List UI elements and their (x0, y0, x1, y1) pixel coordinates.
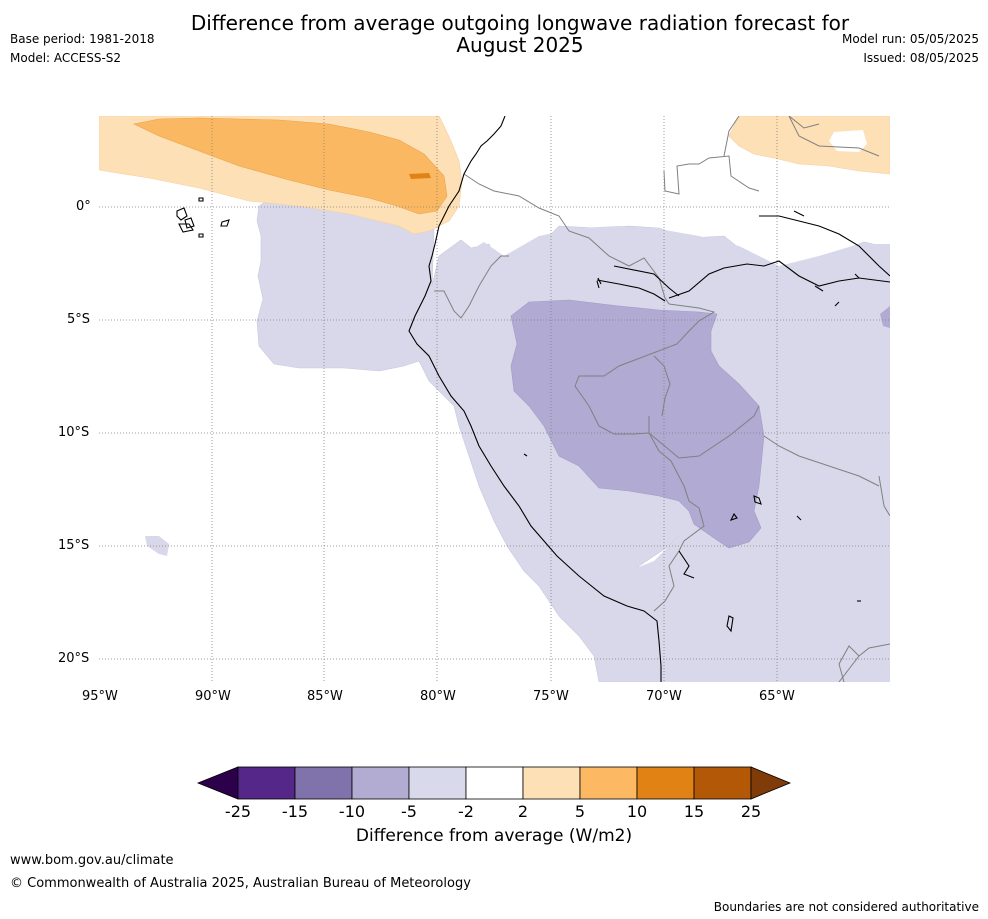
colorbar-swatch (693, 766, 752, 800)
colorbar-tick-label: -15 (281, 802, 309, 821)
coastline (176, 116, 890, 682)
country-borders (434, 116, 890, 682)
lat-label: 15°S (58, 538, 90, 553)
colorbar-tick-label: -5 (401, 802, 417, 821)
colorbar-swatch (579, 766, 638, 800)
colorbar-label: Difference from average (W/m2) (355, 826, 633, 846)
model-run-text: Model run: 05/05/2025 (841, 32, 979, 46)
graticule (99, 116, 890, 682)
lat-label: 20°S (58, 651, 90, 666)
colorbar-tick-label: 25 (740, 802, 762, 821)
footer-copyright: © Commonwealth of Australia 2025, Austra… (10, 876, 471, 891)
olr-anomaly-map (99, 116, 890, 682)
anomaly-region-pos-5-10 (133, 117, 448, 215)
colorbar-tick-label: 2 (517, 802, 529, 821)
colorbar-swatch (636, 766, 695, 800)
lon-label: 90°W (195, 689, 231, 704)
anomaly-region-neg-5-10-edge (880, 306, 890, 328)
issued-text: Issued: 08/05/2025 (863, 51, 979, 65)
lat-label: 0° (76, 199, 91, 214)
lon-label: 80°W (420, 689, 456, 704)
footer-disclaimer: Boundaries are not considered authoritat… (713, 900, 979, 914)
base-period-text: Base period: 1981-2018 (10, 32, 155, 46)
lon-label: 95°W (82, 689, 118, 704)
anomaly-region-neg-5-10 (510, 299, 765, 549)
anomaly-region-pos-10-15 (409, 173, 431, 179)
lat-label: 10°S (58, 425, 90, 440)
colorbar-swatch (408, 766, 467, 800)
colorbar-tick-label: 10 (626, 802, 648, 821)
lon-label: 70°W (646, 689, 682, 704)
colorbar-tick-label: -10 (338, 802, 366, 821)
colorbar-swatch (465, 766, 524, 800)
lat-label: 5°S (67, 312, 91, 327)
colorbar-tick-label: -2 (458, 802, 474, 821)
colorbar-swatch (237, 766, 296, 800)
colorbar-arrow-right (750, 766, 792, 800)
colorbar-tick-label: 15 (683, 802, 705, 821)
page-title: Difference from average outgoing longwav… (190, 11, 850, 57)
colorbar-tick-label: 5 (574, 802, 586, 821)
colorbar-swatch (351, 766, 410, 800)
footer-url: www.bom.gov.au/climate (10, 853, 174, 868)
anomaly-region-pos-2-5-ne (728, 116, 890, 175)
colorbar-swatch (294, 766, 353, 800)
colorbar (196, 766, 792, 800)
lon-label: 85°W (307, 689, 343, 704)
colorbar-arrow-left (196, 766, 239, 800)
colorbar-tick-label: -25 (224, 802, 252, 821)
lon-label: 75°W (533, 689, 569, 704)
lon-label: 65°W (759, 689, 795, 704)
model-text: Model: ACCESS-S2 (10, 51, 122, 65)
colorbar-swatch (522, 766, 581, 800)
